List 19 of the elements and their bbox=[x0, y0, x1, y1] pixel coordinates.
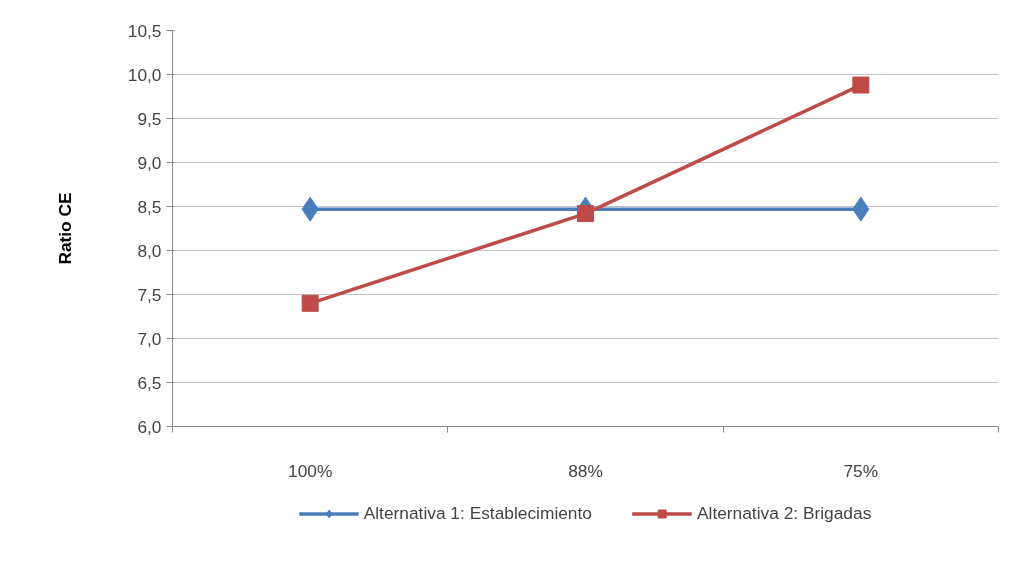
legend-label: Alternativa 1: Establecimiento bbox=[363, 502, 592, 524]
point bbox=[577, 205, 594, 223]
y-tick-label: 6,5 bbox=[137, 372, 162, 393]
x-tick-label: 100% bbox=[288, 460, 333, 481]
x-tick-label: 75% bbox=[843, 460, 879, 481]
point bbox=[852, 76, 870, 94]
y-tick-label: 6,0 bbox=[137, 416, 162, 437]
point bbox=[301, 294, 319, 312]
y-axis-title: Ratio CE bbox=[54, 192, 75, 265]
legend-label: Alternativa 2: Brigadas bbox=[696, 502, 872, 524]
y-tick-label: 9,5 bbox=[137, 108, 162, 129]
y-tick-label: 10,5 bbox=[127, 20, 162, 41]
x-tick-label: 88% bbox=[568, 460, 603, 481]
y-tick-label: 8,5 bbox=[137, 196, 162, 217]
y-tick-label: 7,5 bbox=[137, 284, 162, 305]
y-tick-label: 9,0 bbox=[137, 152, 162, 173]
y-tick-label: 7,0 bbox=[137, 328, 162, 349]
y-tick-label: 10,0 bbox=[127, 64, 162, 85]
y-tick-label: 8,0 bbox=[137, 240, 162, 261]
